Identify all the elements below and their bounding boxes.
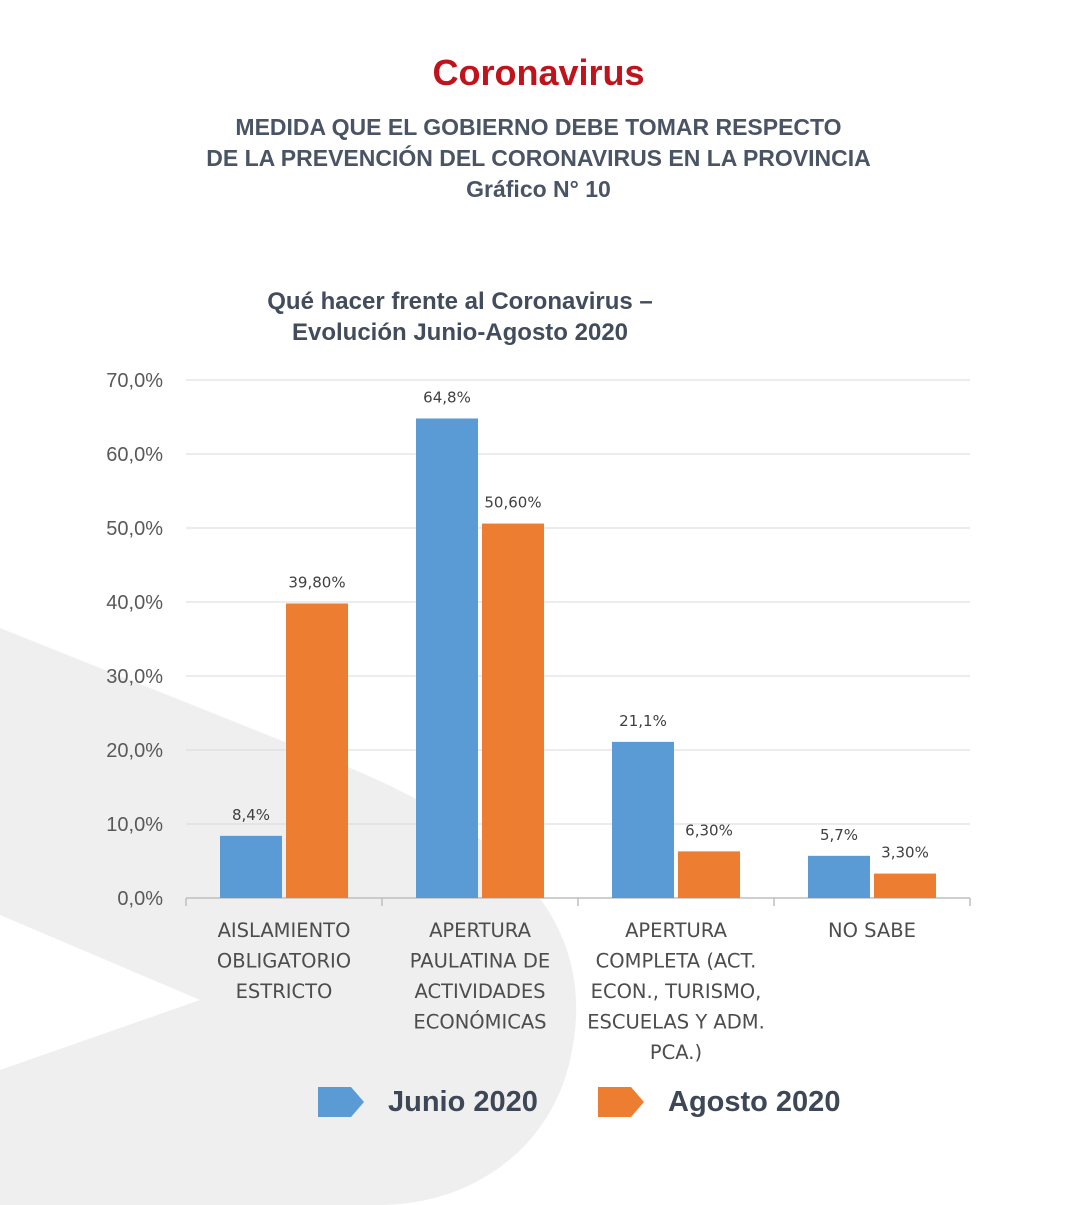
- bar-agosto: [874, 873, 936, 898]
- category-label: NO SABE: [828, 919, 916, 942]
- y-tick-label: 70,0%: [106, 370, 163, 392]
- data-label: 50,60%: [484, 494, 541, 512]
- y-tick-label: 30,0%: [106, 666, 163, 688]
- category-label: ACTIVIDADES: [414, 980, 545, 1003]
- data-label: 64,8%: [423, 388, 471, 406]
- data-label: 21,1%: [619, 712, 667, 730]
- y-tick-label: 0,0%: [117, 888, 163, 910]
- chart-title-line: Evolución Junio-Agosto 2020: [291, 319, 629, 346]
- category-label: APERTURA: [625, 919, 727, 942]
- data-label: 39,80%: [288, 573, 345, 591]
- subtitle-line: Gráfico N° 10: [466, 176, 611, 202]
- chart-title-line: Qué hacer frente al Coronavirus –: [267, 288, 653, 315]
- data-label: 3,30%: [881, 844, 929, 862]
- category-label: AISLAMIENTO: [218, 919, 351, 942]
- category-label: COMPLETA (ACT.: [596, 950, 757, 973]
- y-tick-label: 40,0%: [106, 592, 163, 614]
- brand-title: Coronavirus: [432, 52, 645, 93]
- bar-agosto: [678, 851, 740, 898]
- legend-label-agosto: Agosto 2020: [668, 1085, 841, 1118]
- category-label: PAULATINA DE: [410, 950, 550, 973]
- y-tick-label: 60,0%: [106, 444, 163, 466]
- legend-item-agosto: Agosto 2020: [598, 1080, 840, 1124]
- category-label: ESCUELAS Y ADM.: [587, 1011, 765, 1034]
- chart-legend: Junio 2020 Agosto 2020: [0, 1080, 1077, 1124]
- chart-title: Qué hacer frente al Coronavirus – Evoluc…: [180, 286, 740, 348]
- report-subtitle: MEDIDA QUE EL GOBIERNO DEBE TOMAR RESPEC…: [0, 112, 1077, 205]
- data-label: 8,4%: [232, 806, 270, 824]
- legend-label-junio: Junio 2020: [388, 1085, 538, 1118]
- subtitle-line: MEDIDA QUE EL GOBIERNO DEBE TOMAR RESPEC…: [235, 114, 842, 140]
- legend-swatch-agosto: [598, 1087, 644, 1117]
- category-label: PCA.): [650, 1041, 702, 1064]
- y-tick-label: 20,0%: [106, 740, 163, 762]
- data-label: 6,30%: [685, 821, 733, 839]
- category-label: APERTURA: [429, 919, 531, 942]
- bar-chart: 0,0% 10,0% 20,0% 30,0% 40,0% 50,0% 60,0% 70,0% 8…: [106, 370, 971, 1064]
- bar-agosto: [286, 603, 348, 898]
- category-label: ESTRICTO: [236, 980, 333, 1003]
- y-tick-label: 50,0%: [106, 518, 163, 540]
- category-label: OBLIGATORIO: [217, 950, 351, 973]
- data-label: 5,7%: [820, 826, 858, 844]
- bar-junio: [416, 418, 478, 898]
- bar-junio: [808, 855, 870, 898]
- bar-junio: [612, 741, 674, 898]
- bar-agosto: [482, 523, 544, 898]
- subtitle-line: DE LA PREVENCIÓN DEL CORONAVIRUS EN LA P…: [206, 145, 871, 171]
- category-label: ECON., TURISMO,: [591, 980, 762, 1003]
- legend-item-junio: Junio 2020: [318, 1080, 538, 1124]
- legend-swatch-junio: [318, 1087, 364, 1117]
- y-tick-label: 10,0%: [106, 814, 163, 836]
- category-label: ECONÓMICAS: [413, 1010, 546, 1034]
- bar-junio: [220, 835, 282, 898]
